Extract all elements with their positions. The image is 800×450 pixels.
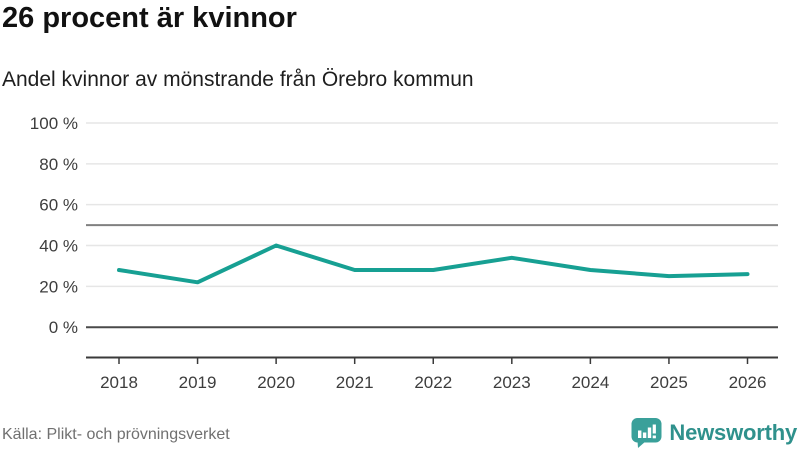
- x-tick-label: 2023: [493, 373, 531, 392]
- newsworthy-logo: Newsworthy: [630, 417, 797, 448]
- brand-name: Newsworthy: [669, 419, 797, 445]
- x-tick-label: 2025: [650, 373, 688, 392]
- newsworthy-speech-bubble-chart-icon: [631, 418, 662, 448]
- source-note: Källa: Plikt- och prövningsverket: [2, 426, 230, 443]
- y-tick-label: 100 %: [30, 114, 78, 133]
- x-tick-label: 2024: [571, 373, 609, 392]
- y-tick-label: 80 %: [39, 155, 78, 174]
- y-tick-label: 60 %: [39, 196, 78, 215]
- page-title: 26 procent är kvinnor: [2, 2, 297, 34]
- y-tick-label: 0 %: [49, 318, 78, 337]
- x-tick-label: 2020: [257, 373, 295, 392]
- x-tick-label: 2021: [336, 373, 374, 392]
- x-tick-label: 2022: [414, 373, 452, 392]
- data-line: [117, 243, 750, 285]
- x-tick-label: 2018: [100, 373, 138, 392]
- x-tick-label: 2026: [729, 373, 767, 392]
- x-tick-label: 2019: [179, 373, 217, 392]
- y-tick-label: 40 %: [39, 237, 78, 256]
- chart-subtitle: Andel kvinnor av mönstrande från Örebro …: [2, 68, 474, 91]
- y-tick-label: 20 %: [39, 277, 78, 296]
